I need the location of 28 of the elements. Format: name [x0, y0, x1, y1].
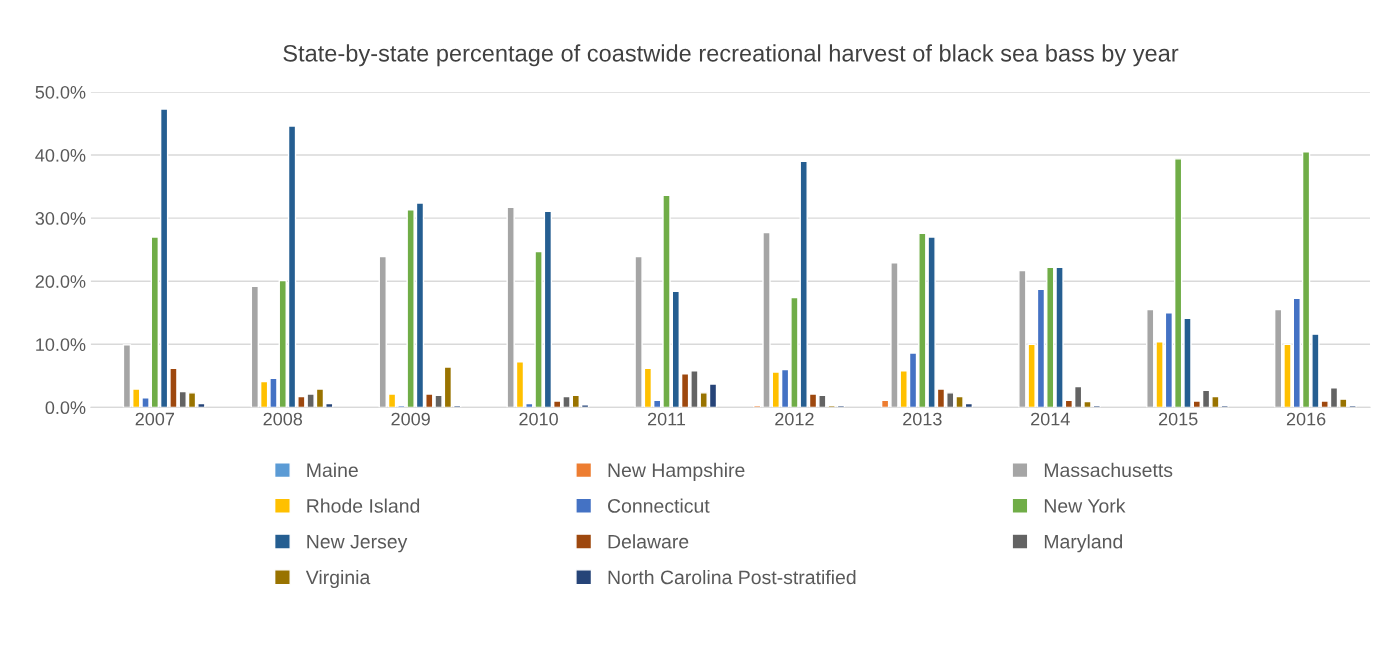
legend-label: North Carolina Post-stratified	[608, 569, 856, 585]
y-tick-label: 10.0%	[36, 338, 86, 351]
legend-label: Connecticut	[608, 498, 710, 513]
y-tick-label: 30.0%	[35, 212, 86, 225]
x-tick-label: 2014	[1031, 412, 1070, 426]
y-tick-label: 50.0%	[35, 85, 86, 99]
legend-label: Maine	[307, 462, 358, 478]
x-tick-label: 2008	[263, 412, 303, 426]
x-tick-label: 2011	[647, 412, 686, 426]
legend-label: Rhode Island	[307, 498, 420, 513]
x-tick-label: 2007	[135, 412, 175, 426]
legend-label: New York	[1044, 498, 1126, 513]
legend-label: Massachusetts	[1044, 462, 1173, 478]
legend-label: New Jersey	[307, 534, 408, 553]
x-tick-label: 2015	[1158, 412, 1198, 426]
x-tick-label: 2010	[519, 412, 558, 426]
y-tick-label: 20.0%	[35, 275, 86, 288]
legend-label: New Hampshire	[608, 462, 745, 481]
x-tick-label: 2012	[775, 412, 814, 426]
y-tick-label: 0.0%	[45, 401, 86, 415]
legend-label: Maryland	[1044, 534, 1123, 553]
chart-title: State-by-state percentage of coastwide recreational harvest of black sea bass by year	[283, 44, 1179, 67]
x-tick-label: 2009	[391, 412, 430, 426]
legend-label: Delaware	[608, 534, 689, 549]
legend-label: Virginia	[305, 569, 371, 589]
x-tick-label: 2016	[1286, 412, 1326, 426]
y-tick-label: 40.0%	[35, 148, 86, 162]
x-tick-label: 2013	[903, 412, 942, 426]
